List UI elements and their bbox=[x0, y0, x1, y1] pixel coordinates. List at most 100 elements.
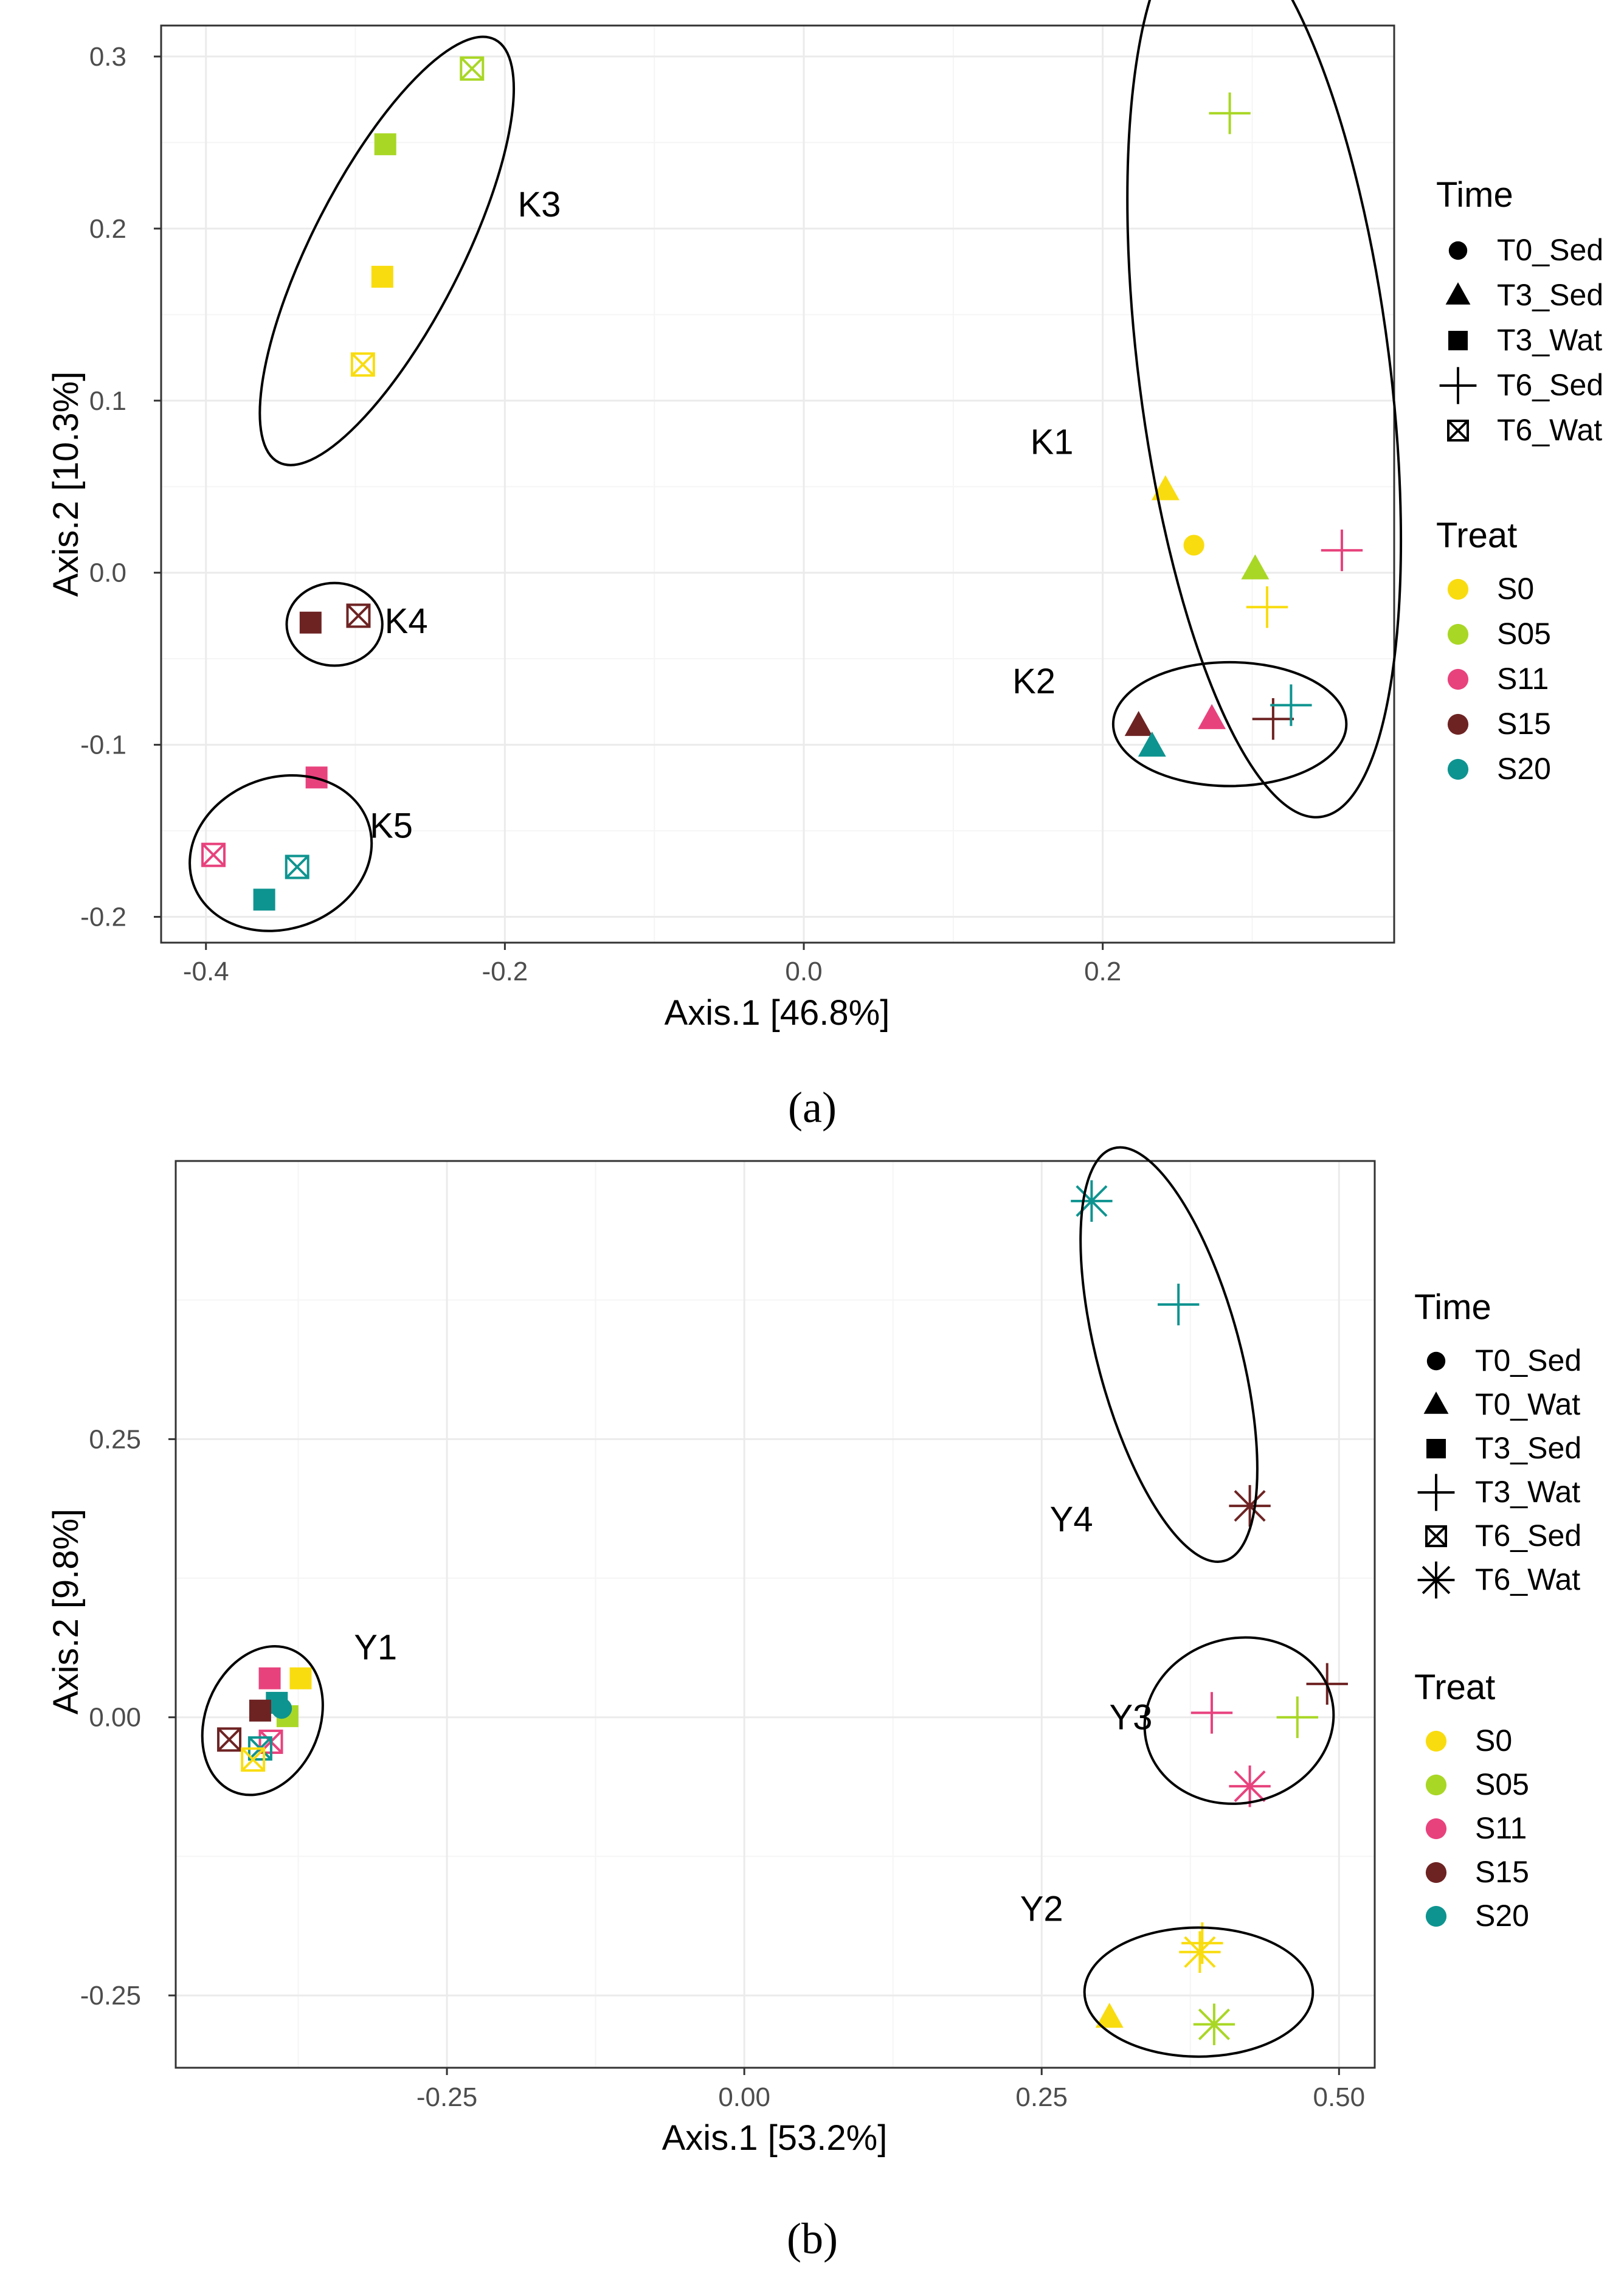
data-point bbox=[1241, 554, 1270, 580]
marker-box-x2 bbox=[351, 352, 375, 376]
cluster-ellipse bbox=[188, 774, 373, 932]
data-point bbox=[1071, 1180, 1113, 1222]
legend-treat-label: S15 bbox=[1475, 1855, 1529, 1889]
data-points bbox=[217, 1180, 1348, 2045]
data-point bbox=[460, 56, 485, 81]
marker-triangle bbox=[1423, 1391, 1449, 1414]
legend-time-title: Time bbox=[1414, 1287, 1491, 1327]
marker-square bbox=[1426, 1439, 1446, 1458]
marker-box-x2 bbox=[460, 57, 484, 81]
data-point bbox=[1229, 1485, 1271, 1527]
clusters: Y1 Y2 Y3 Y4 bbox=[201, 1146, 1335, 2058]
legend-time-key bbox=[1447, 420, 1469, 442]
legend-treat-label: S20 bbox=[1475, 1899, 1529, 1933]
legend-treat-key bbox=[1425, 1905, 1447, 1927]
legend-time-label: T3_Sed bbox=[1475, 1431, 1581, 1465]
x-tick-label: 0.50 bbox=[1313, 2082, 1365, 2112]
marker-box bbox=[350, 352, 375, 377]
marker-box-x2 bbox=[201, 843, 226, 867]
data-point bbox=[258, 1667, 281, 1689]
data-point bbox=[299, 611, 322, 634]
legend-time-key bbox=[1448, 331, 1468, 350]
marker-triangle bbox=[1124, 710, 1153, 736]
marker-box bbox=[285, 854, 309, 879]
legend-treat-key bbox=[1447, 578, 1469, 600]
data-point bbox=[1209, 92, 1251, 134]
cluster-label: K4 bbox=[385, 601, 428, 641]
legend: Time T0_Sed T3_Sed T3_Wat T6_Sed T6_Wat Treat S… bbox=[1436, 175, 1603, 786]
x-tick-label: -0.2 bbox=[482, 957, 528, 986]
marker-triangle bbox=[1151, 475, 1180, 501]
clusters: K1 K2 K3 K4 K5 bbox=[188, 0, 1403, 932]
x-tick-label: 0.00 bbox=[718, 2082, 770, 2112]
x-axis-title: Axis.1 [46.8%] bbox=[665, 993, 890, 1033]
plot-background bbox=[161, 26, 1394, 943]
data-point bbox=[1276, 1696, 1319, 1738]
data-point bbox=[1193, 2003, 1235, 2045]
marker-triangle bbox=[1445, 282, 1471, 305]
y-tick-label: 0.00 bbox=[89, 1703, 141, 1733]
data-point bbox=[217, 1727, 242, 1752]
marker-circle bbox=[271, 1697, 292, 1719]
data-point bbox=[241, 1747, 266, 1772]
data-point bbox=[271, 1697, 292, 1719]
legend-time-label: T6_Wat bbox=[1475, 1562, 1580, 1596]
marker-square bbox=[1448, 331, 1468, 350]
cluster-label: K1 bbox=[1031, 423, 1074, 462]
marker-box-x2 bbox=[1447, 420, 1469, 442]
marker-box-x2 bbox=[241, 1747, 265, 1772]
marker-triangle bbox=[1138, 731, 1166, 757]
marker-square bbox=[299, 611, 322, 634]
data-point bbox=[285, 854, 309, 879]
cluster-ellipse bbox=[1126, 0, 1403, 819]
marker-box bbox=[346, 603, 371, 628]
marker-circle bbox=[1183, 535, 1204, 556]
legend-time-label: T0_Sed bbox=[1475, 1343, 1581, 1377]
marker-circle bbox=[1447, 623, 1469, 645]
data-point bbox=[1190, 1692, 1233, 1734]
y-tick-label: 0.3 bbox=[89, 42, 126, 72]
legend-time-label: T0_Wat bbox=[1475, 1387, 1580, 1421]
data-point bbox=[374, 133, 396, 156]
cluster-label: K5 bbox=[370, 806, 413, 846]
data-points bbox=[201, 56, 1363, 911]
y-tick-label: -0.25 bbox=[80, 1981, 141, 2011]
y-axis-title: Axis.2 [10.3%] bbox=[46, 372, 86, 597]
data-point bbox=[249, 1699, 271, 1722]
legend-treat-label: S15 bbox=[1497, 707, 1551, 741]
marker-box bbox=[201, 842, 226, 867]
y-tick-label: -0.2 bbox=[80, 903, 126, 932]
marker-circle bbox=[1425, 1774, 1447, 1796]
y-tick-label: 0.25 bbox=[89, 1424, 141, 1454]
x-tick-label: -0.4 bbox=[183, 957, 229, 986]
y-tick-label: 0.2 bbox=[89, 214, 126, 244]
cluster-ellipse bbox=[201, 1644, 324, 1797]
panel-border bbox=[174, 1160, 1376, 2069]
x-tick-label: 0.25 bbox=[1015, 2082, 1068, 2112]
legend-time-key bbox=[1448, 241, 1468, 260]
marker-box bbox=[460, 56, 485, 81]
panel-label: (a) bbox=[788, 1083, 837, 1132]
legend-treat-label: S05 bbox=[1497, 617, 1551, 651]
cluster-ellipse bbox=[258, 35, 516, 466]
legend-time-key bbox=[1445, 282, 1471, 305]
marker-circle bbox=[1426, 1351, 1446, 1371]
cluster-ellipse bbox=[1143, 1636, 1335, 1805]
data-point bbox=[346, 603, 371, 628]
marker-ast-d2 bbox=[1234, 1770, 1266, 1803]
marker-square bbox=[258, 1667, 281, 1689]
legend-treat-title: Treat bbox=[1436, 516, 1517, 555]
data-point bbox=[1321, 529, 1363, 572]
legend-time-key bbox=[1439, 367, 1477, 404]
marker-box bbox=[241, 1747, 266, 1772]
legend-time-label: T3_Wat bbox=[1475, 1475, 1580, 1509]
data-point bbox=[1270, 684, 1312, 726]
marker-ast-d2 bbox=[1184, 1936, 1216, 1968]
axes: -0.25 0.00 0.25 0.50 -0.25 0.00 0.25 bbox=[80, 1424, 1365, 2112]
y-tick-label: -0.1 bbox=[80, 730, 126, 760]
panel-border bbox=[160, 24, 1395, 944]
marker-triangle bbox=[1095, 2003, 1124, 2028]
cluster-ellipse bbox=[1079, 1146, 1259, 1563]
legend-treat-key bbox=[1425, 1862, 1447, 1883]
legend-treat-key bbox=[1447, 623, 1469, 645]
